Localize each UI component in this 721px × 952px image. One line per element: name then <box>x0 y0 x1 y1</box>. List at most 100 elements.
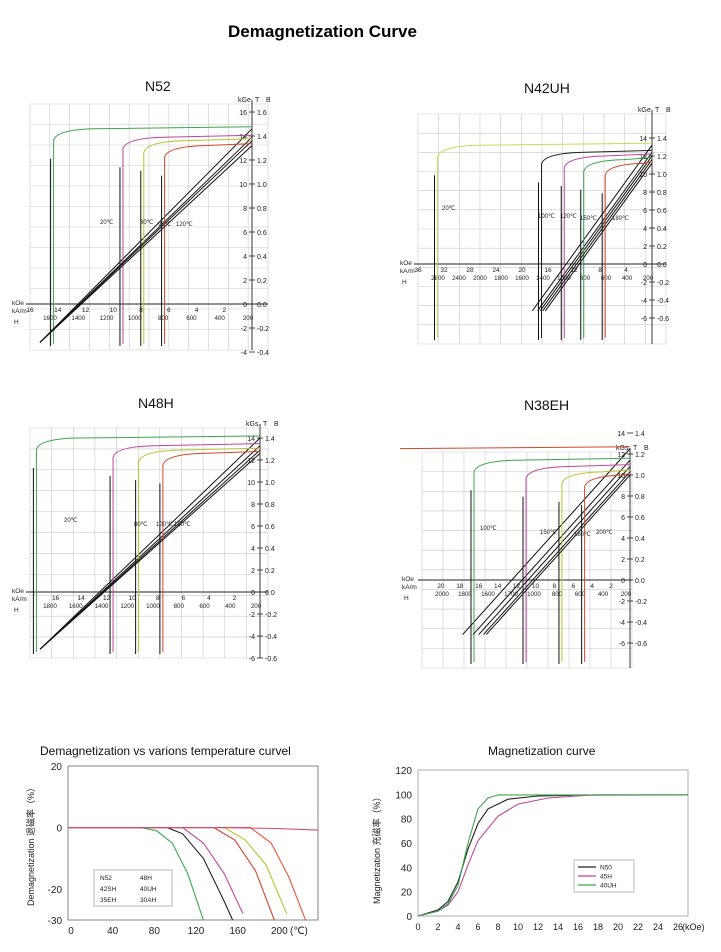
temp-label: 100℃ <box>480 526 497 532</box>
koe-tick-label: 2 <box>233 595 237 602</box>
x-tick-label: 14 <box>553 922 563 932</box>
koe-tick-label: 4 <box>624 267 628 274</box>
plot-frame <box>67 765 319 921</box>
kg-tick-label: 6 <box>643 208 647 215</box>
koe-tick-label: 36 <box>414 267 422 274</box>
j-curve <box>584 472 631 662</box>
kg-tick-label: -2 <box>641 280 647 287</box>
kg-tick-label: -2 <box>619 599 625 606</box>
x-tick-label: 22 <box>633 922 643 932</box>
h-label: H <box>404 595 409 602</box>
kam-tick-label: 200 <box>243 315 254 322</box>
t-tick-label: 0.8 <box>657 190 667 197</box>
kam-tick-label: 2000 <box>473 275 487 282</box>
koe-tick-label: 16 <box>544 267 552 274</box>
t-tick-label: -0.2 <box>657 280 669 287</box>
temp-label: 120℃ <box>176 222 193 228</box>
chart-n52: 16 1.6 14 1.4 12 1.2 10 1.0 8 0.8 6 0.6 4 0.4 2 0.2 0 0.0… <box>12 97 271 357</box>
t-tick-label: 1.4 <box>257 134 267 141</box>
y-tick-label: 0 <box>56 824 62 835</box>
temp-label: 150℃ <box>580 216 597 222</box>
legend-label: 30AH <box>140 897 157 904</box>
temp-label: 20℃ <box>64 518 78 524</box>
koe-tick-label: 10 <box>129 595 137 602</box>
unit-kg-label: kGs <box>246 421 259 428</box>
koe-tick-label: 18 <box>456 583 464 590</box>
kg-tick-label: 2 <box>243 278 247 285</box>
t-tick-label: 0.2 <box>657 244 667 251</box>
b-curve <box>462 448 631 635</box>
unit-b-label: B <box>274 421 279 428</box>
y-tick-label: 120 <box>395 766 412 777</box>
h-unit-kam: kA/m <box>400 268 415 275</box>
t-tick-label: 0.6 <box>657 208 667 215</box>
j-curve <box>138 447 261 652</box>
kg-tick-label: 8 <box>251 502 255 509</box>
kg-tick-label: 12 <box>617 452 625 459</box>
t-tick-label: 0.4 <box>657 226 667 233</box>
y-tick-label: 40 <box>401 863 413 874</box>
kam-tick-label: 1600 <box>69 603 83 610</box>
temp-label: 100℃ <box>538 214 555 220</box>
b-curve <box>39 128 253 343</box>
x-tick-label: 80 <box>149 926 161 937</box>
kam-tick-label: 1600 <box>515 275 529 282</box>
j-curve <box>35 435 261 652</box>
legend-label: 48H <box>140 875 152 882</box>
kam-tick-label: 600 <box>575 591 586 598</box>
t-tick-label: 0.8 <box>265 502 275 509</box>
t-tick-label: 1.2 <box>265 458 275 465</box>
t-tick-label: -0.2 <box>265 612 277 619</box>
x-tick-label: 40 <box>107 926 119 937</box>
j-curve <box>143 138 253 344</box>
kg-tick-label: 4 <box>243 254 247 261</box>
j-curve <box>583 157 653 338</box>
series-line <box>68 827 319 831</box>
x-tick-label: 120 <box>188 926 205 937</box>
y-axis-label: Magnetization 充磁率（%） <box>371 792 382 904</box>
koe-tick-label: 16 <box>26 307 34 314</box>
kg-tick-label: 6 <box>251 524 255 531</box>
kam-tick-label: 1200 <box>120 603 134 610</box>
kam-tick-label: 1000 <box>128 315 142 322</box>
kam-tick-label: 600 <box>186 315 197 322</box>
legend-label: N52 <box>100 875 112 882</box>
t-tick-label: 0.4 <box>635 536 645 543</box>
t-tick-label: -0.4 <box>635 620 647 627</box>
temp-label: 180℃ <box>574 532 591 538</box>
kg-tick-label: 4 <box>251 546 255 553</box>
kam-tick-label: 600 <box>199 603 210 610</box>
kam-tick-label: 400 <box>598 591 609 598</box>
t-tick-label: 0.4 <box>257 254 267 261</box>
b-curve <box>39 140 253 343</box>
unit-t-label: T <box>655 107 660 114</box>
chart-n42uh: 14 1.412 1.210 1.08 0.86 0.64 0.42 0.20 0.0-2 -0.… <box>400 107 671 345</box>
chart-demag-temp: 200-20-300 40 80 120 160 200 (℃)Demagnetizatio… <box>25 762 319 937</box>
kg-tick-label: 4 <box>621 536 625 543</box>
kam-tick-label: 1400 <box>95 603 109 610</box>
j-curve <box>112 443 261 652</box>
legend-label: 40UH <box>140 886 157 893</box>
unit-kg-label: kGe <box>638 107 651 114</box>
t-tick-label: 1.0 <box>257 182 267 189</box>
page-title: Demagnetization Curve <box>228 22 417 41</box>
x-tick-label: 24 <box>653 922 663 932</box>
koe-tick-label: 32 <box>440 267 448 274</box>
t-tick-label: 1.2 <box>657 154 667 161</box>
koe-tick-label: 12 <box>82 307 90 314</box>
temp-label: 120℃ <box>560 214 577 220</box>
kam-tick-label: 2800 <box>431 275 445 282</box>
j-curve <box>563 153 653 338</box>
x-tick-label: 20 <box>613 922 623 932</box>
t-tick-label: -0.2 <box>257 326 269 333</box>
legend-label: 40UH <box>600 883 617 890</box>
kg-tick-label: 2 <box>251 568 255 575</box>
kg-tick-label: 0 <box>251 590 255 597</box>
x-tick-label: 6 <box>475 922 480 932</box>
t-tick-label: 1.4 <box>657 136 667 143</box>
b-curve <box>39 437 261 650</box>
t-tick-label: 0.4 <box>265 546 275 553</box>
koe-tick-label: 8 <box>156 595 160 602</box>
koe-tick-label: 6 <box>571 583 575 590</box>
